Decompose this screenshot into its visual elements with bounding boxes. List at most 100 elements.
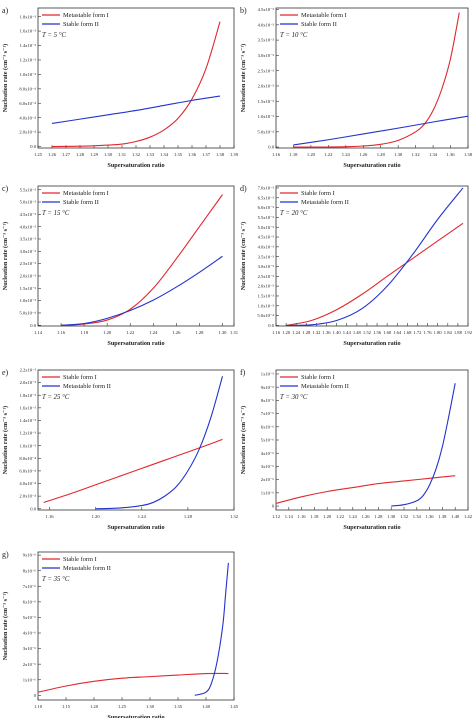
series-line-red [293, 12, 460, 148]
y-tick-label: 3.5x10⁻³ [258, 38, 275, 43]
y-tick-label: 5.5x10⁻³ [20, 187, 37, 192]
x-tick-label: 1.35 [174, 152, 183, 157]
temperature-label: T = 35 °C [42, 576, 70, 583]
x-tick-label: 1.16 [272, 330, 281, 335]
x-tick-label: 1.48 [353, 330, 362, 335]
y-tick-label: 3x10⁻⁶ [261, 464, 275, 469]
x-tick-label: 1.37 [202, 152, 211, 157]
x-tick-label: 1.40 [451, 514, 460, 519]
x-axis-label: Supersaturation ratio [107, 162, 164, 169]
x-tick-label: 1.88 [454, 330, 463, 335]
y-tick-label: 1.8x10⁻³ [20, 393, 37, 398]
x-tick-label: 1.35 [174, 704, 183, 709]
panel-g: g) 1.10 1.15 1.20 1.25 1.30 1.35 1.40 1.45 0 1x10⁻… [2, 550, 239, 718]
series-line-red [275, 475, 456, 504]
y-tick-label: 4.0x10⁻³ [258, 244, 275, 249]
x-tick-label: 1.60 [383, 330, 392, 335]
y-tick-label: 0.0 [30, 506, 36, 511]
y-tick-label: 2.0x10⁻³ [258, 284, 275, 289]
y-tick-label: 2.0x10⁻³ [20, 274, 37, 279]
x-tick-label: 1.25 [118, 704, 127, 709]
panel-f: f) 1.12 1.14 1.16 1.18 1.20 1.22 1.24 1.26 1.28 1.… [240, 368, 473, 531]
x-tick-label: 1.30 [394, 152, 403, 157]
y-tick-label: 1.0x10⁻³ [20, 298, 37, 303]
legend-label: Stable form I [63, 556, 97, 563]
y-tick-label: 7x10⁻⁶ [23, 584, 37, 589]
legend-label: Metastable form II [63, 383, 111, 390]
y-tick-label: 8.0x10⁻⁴ [19, 86, 36, 91]
x-tick-label: 1.27 [62, 152, 71, 157]
temperature-label: T = 10 °C [280, 32, 308, 39]
x-tick-label: 1.32 [312, 330, 321, 335]
x-tick-label: 1.72 [413, 330, 422, 335]
y-tick-label: 0.0 [30, 144, 36, 149]
panel-letter: e) [2, 368, 9, 377]
y-tick-label: 1x10⁻⁶ [261, 490, 275, 495]
y-axis-label: Nucleation rate (cm⁻³ s⁻¹) [2, 222, 9, 291]
legend-label: Stable form II [301, 21, 337, 28]
y-tick-label: 1.0x10⁻³ [258, 303, 275, 308]
legend-label: Metastable form II [63, 565, 111, 572]
x-tick-label: 1.38 [438, 514, 447, 519]
y-tick-label: 4.0x10⁻⁴ [19, 115, 36, 120]
series-line-blue [194, 562, 229, 696]
x-tick-label: 1.36 [447, 152, 456, 157]
legend-label: Metastable form I [63, 12, 109, 19]
x-tick-label: 1.24 [349, 514, 358, 519]
y-tick-label: 4.5x10⁻³ [20, 212, 37, 217]
x-tick-label: 1.26 [359, 152, 368, 157]
x-tick-label: 1.36 [426, 514, 435, 519]
x-tick-label: 1.76 [424, 330, 433, 335]
y-tick-label: 4.5x10⁻³ [258, 7, 275, 12]
y-tick-label: 1.4x10⁻³ [20, 43, 37, 48]
y-tick-label: 1.0x10⁻³ [258, 114, 275, 119]
plot-frame [37, 185, 235, 327]
x-tick-label: 1.20 [90, 704, 99, 709]
panel-letter: a) [2, 6, 9, 15]
y-tick-label: 1x10⁻⁶ [23, 677, 37, 682]
legend-label: Stable form I [301, 374, 335, 381]
panel-c: c)1.14 1.16 1.18 1.20 1.22 1.24 1.26 1.28 1.30 1.… [2, 184, 239, 347]
x-tick-label: 1.38 [216, 152, 225, 157]
y-tick-label: 5.0x10⁻³ [20, 200, 37, 205]
x-tick-label: 1.40 [202, 704, 211, 709]
y-tick-label: 2.0x10⁻³ [258, 84, 275, 89]
temperature-label: T = 25 °C [42, 394, 70, 401]
y-tick-label: 5x10⁻⁶ [261, 438, 275, 443]
x-tick-label: 1.26 [362, 514, 371, 519]
x-tick-label: 1.28 [184, 514, 193, 519]
x-tick-label: 1.24 [149, 330, 158, 335]
y-tick-label: 3.0x10⁻³ [20, 249, 37, 254]
y-tick-label: 6x10⁻⁶ [23, 599, 37, 604]
series-line-red [61, 194, 223, 326]
y-tick-label: 5.0x10⁻⁴ [257, 129, 274, 134]
series-line-blue [391, 383, 456, 507]
x-tick-label: 1.68 [403, 330, 412, 335]
x-tick-label: 1.36 [188, 152, 197, 157]
y-tick-label: 2.2x10⁻³ [20, 368, 37, 373]
y-tick-label: 4.5x10⁻³ [258, 235, 275, 240]
panel-d: d)1.16 1.20 1.24 1.28 1.32 1.36 1.40 1.44 1.48 1.… [240, 184, 473, 347]
x-tick-label: 1.28 [374, 514, 383, 519]
x-tick-label: 1.32 [132, 152, 141, 157]
y-axis-label: Nucleation rate (cm⁻³ s⁻¹) [2, 406, 9, 475]
plot-frame [275, 7, 469, 149]
x-tick-label: 1.28 [76, 152, 85, 157]
y-tick-label: 4x10⁻⁶ [23, 631, 37, 636]
x-tick-label: 1.31 [118, 152, 127, 157]
series-line-blue [293, 115, 469, 146]
x-tick-label: 1.26 [48, 152, 57, 157]
x-tick-label: 1.80 [434, 330, 443, 335]
x-tick-label: 1.30 [104, 152, 113, 157]
panel-e: e) 1.16 1.20 1.24 1.28 1.32 0.0 2.0x10⁻⁴ 4.0x10⁻… [2, 368, 239, 531]
y-tick-label: 4x10⁻⁶ [261, 451, 275, 456]
x-tick-label: 1.92 [464, 330, 473, 335]
y-tick-label: 0 [272, 504, 275, 509]
series-line-blue [286, 187, 464, 326]
y-tick-label: 8x10⁻⁶ [261, 398, 275, 403]
y-tick-label: 6.5x10⁻³ [258, 195, 275, 200]
series-line-blue [51, 95, 221, 125]
y-tick-label: 1.6x10⁻³ [20, 29, 37, 34]
plot-frame [37, 7, 235, 149]
